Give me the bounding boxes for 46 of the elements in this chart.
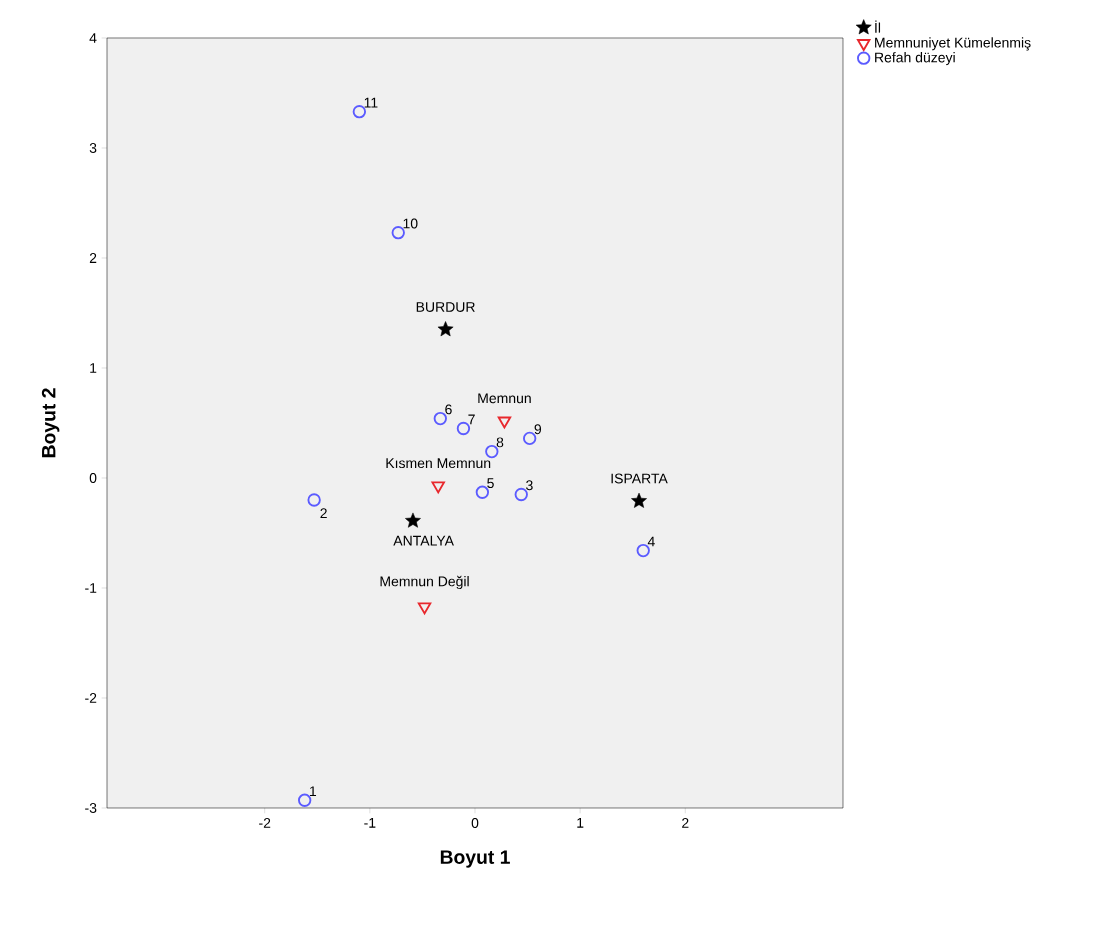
point [437,321,454,337]
legend-label: Memnuniyet Kümelenmiş [875,37,1031,51]
annotation: 6 [445,404,452,415]
y-tick-label: 1 [90,363,97,373]
annotation: 5 [487,478,494,489]
y-tick-label: 4 [89,33,97,43]
y-axis-title: Boyut 2 [41,388,60,458]
point [433,411,447,426]
point [298,793,312,807]
point [417,602,432,615]
annotation: 9 [534,424,542,435]
legend-label: İl [875,20,881,33]
point [391,226,405,240]
annotation: ANTALYA [393,535,454,546]
point [514,487,528,502]
y-tick-label: -1 [85,583,97,593]
annotation: 2 [320,508,327,519]
annotation: BURDUR [416,302,475,312]
annotation: 10 [403,218,418,229]
annotation: 4 [647,536,655,547]
point [631,492,647,508]
point [405,512,421,528]
y-tick-label: 0 [89,473,97,483]
annotation: 11 [364,97,378,108]
annotation: 8 [496,437,504,448]
point [497,416,512,429]
annotation: 3 [526,480,533,491]
y-tick-label: 3 [89,143,97,153]
x-tick-label: 0 [471,818,479,828]
y-tick-label: -2 [85,693,97,703]
annotation: ISPARTA [611,473,668,484]
legend-label: Refah düzeyi [875,52,955,66]
x-tick-label: 2 [682,818,689,828]
point [307,493,321,507]
annotation: 1 [310,786,317,797]
y-tick-label: -3 [85,803,97,813]
annotation: Memnun Değil [380,575,469,590]
x-tick-label: 1 [577,818,584,828]
y-tick-label: 2 [89,253,97,263]
x-tick-label: -1 [364,818,376,828]
annotation: Kısmen Memnun [386,458,491,469]
x-tick-label: -2 [259,818,271,828]
annotation: Memnun [478,393,531,404]
x-axis-title: Boyut 1 [440,850,510,868]
annotation: 7 [468,414,475,425]
point [431,481,445,494]
